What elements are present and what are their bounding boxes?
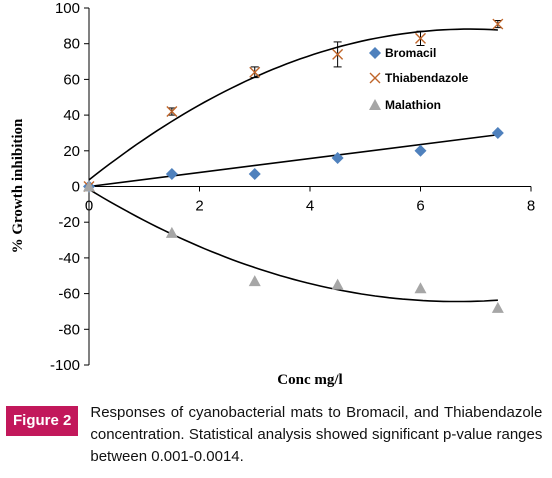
data-point-thiabendazole	[492, 18, 504, 30]
legend-label-malathion: Malathion	[385, 98, 441, 112]
data-point-bromacil	[165, 168, 178, 181]
y-tick-label: 100	[55, 0, 80, 17]
axes: 100 80 60 40 20 0 -20 -40 -60 -80 -100 0 2 4 6 8	[50, 0, 535, 374]
x-tick-label: 4	[306, 198, 314, 215]
trend-line-bromacil	[88, 133, 498, 188]
y-tick-label: 0	[72, 179, 80, 196]
data-point-bromacil	[491, 126, 504, 139]
data-point-malathion	[165, 226, 178, 238]
y-tick-label: -20	[58, 214, 80, 231]
y-tick-label: -80	[58, 321, 80, 338]
y-tick-label: 80	[63, 36, 80, 53]
data-marks	[83, 18, 504, 313]
data-point-malathion	[331, 278, 344, 290]
y-tick-label: 60	[63, 71, 80, 88]
y-tick-label: -40	[58, 250, 80, 267]
legend-label-thiabendazole: Thiabendazole	[385, 71, 469, 85]
figure-label: Figure 2	[6, 406, 79, 436]
trend-lines	[88, 28, 498, 303]
legend-marker-malathion	[369, 99, 381, 110]
trend-line-malathion	[88, 188, 498, 303]
y-tick-label: -60	[58, 286, 80, 303]
x-tick-label: 0	[85, 198, 93, 215]
legend-marker-bromacil	[369, 47, 381, 59]
data-point-malathion	[248, 275, 261, 287]
x-tick-label: 8	[527, 198, 535, 215]
data-point-malathion	[491, 301, 504, 313]
data-point-malathion	[83, 180, 95, 192]
data-point-bromacil	[414, 144, 427, 157]
x-axis-title: Conc mg/l	[277, 372, 342, 388]
data-point-thiabendazole	[166, 106, 178, 118]
legend: Bromacil Thiabendazole Malathion	[369, 46, 469, 112]
data-point-malathion	[414, 282, 427, 294]
data-point-bromacil	[331, 151, 344, 164]
y-tick-label: 40	[63, 107, 80, 124]
data-point-thiabendazole	[415, 32, 426, 44]
data-point-thiabendazole	[332, 48, 344, 60]
x-tick-label: 6	[416, 198, 424, 215]
trend-line-thiabendazole	[88, 28, 498, 181]
y-tick-label: -100	[50, 357, 80, 374]
chart: 100 80 60 40 20 0 -20 -40 -60 -80 -100 0 2 4 6 8 Bromac…	[10, 0, 535, 388]
y-tick-label: 20	[63, 143, 80, 160]
legend-marker-thiabendazole	[369, 72, 381, 84]
caption-text: Responses of cyanobacterial mats to Brom…	[90, 404, 543, 465]
legend-label-bromacil: Bromacil	[385, 46, 436, 60]
data-point-thiabendazole	[249, 66, 261, 78]
x-tick-label: 2	[195, 198, 203, 215]
y-axis-title: % Growth inhibition	[10, 118, 26, 253]
figure-caption: Figure 2 Responses of cyanobacterial mat…	[6, 402, 546, 468]
data-point-bromacil	[248, 168, 261, 181]
